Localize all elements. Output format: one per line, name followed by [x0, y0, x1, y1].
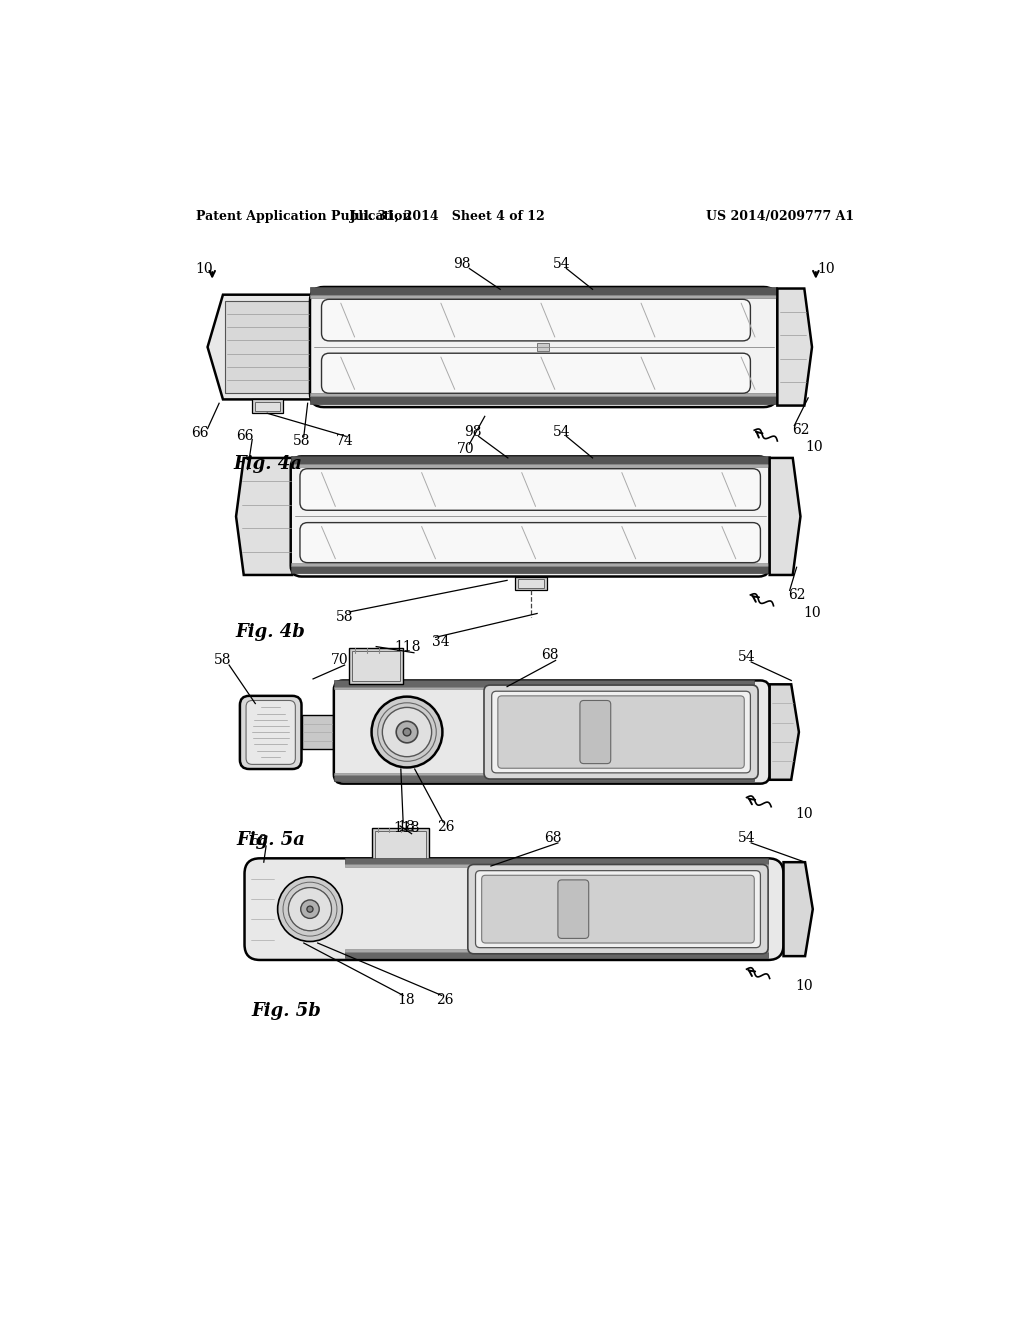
Text: 58: 58 [214, 653, 231, 668]
Bar [345, 858, 768, 865]
Bar [538, 343, 550, 351]
Text: 54: 54 [553, 257, 570, 271]
Bar [345, 865, 768, 867]
Text: 68: 68 [544, 832, 561, 845]
FancyBboxPatch shape [468, 865, 768, 954]
Bar [224, 301, 310, 393]
Circle shape [278, 876, 342, 941]
Bar [375, 830, 426, 859]
Bar [334, 681, 755, 686]
FancyBboxPatch shape [558, 880, 589, 939]
FancyBboxPatch shape [246, 701, 295, 764]
FancyBboxPatch shape [322, 354, 751, 393]
Text: 74: 74 [336, 434, 353, 447]
Text: 10: 10 [803, 606, 821, 619]
Circle shape [403, 729, 411, 737]
Bar [352, 651, 400, 681]
Polygon shape [208, 294, 311, 400]
Circle shape [396, 721, 418, 743]
Text: Fig. 5a: Fig. 5a [237, 830, 305, 849]
FancyBboxPatch shape [291, 457, 770, 577]
Text: 18: 18 [397, 993, 415, 1007]
Bar [345, 952, 768, 958]
Text: 10: 10 [195, 261, 213, 276]
Bar [310, 294, 777, 298]
Text: 26: 26 [436, 993, 454, 1007]
FancyBboxPatch shape [484, 685, 758, 779]
Text: 98: 98 [453, 257, 470, 271]
Text: 62: 62 [787, 587, 805, 602]
Text: 10: 10 [806, 440, 823, 454]
Bar [310, 286, 777, 294]
Text: 62: 62 [792, 424, 809, 437]
Polygon shape [783, 862, 813, 956]
Text: 10: 10 [817, 261, 835, 276]
Text: 18: 18 [397, 820, 415, 834]
Bar [515, 577, 547, 590]
Text: 118: 118 [394, 640, 421, 655]
Text: US 2014/0209777 A1: US 2014/0209777 A1 [707, 210, 854, 223]
FancyBboxPatch shape [322, 300, 751, 341]
Text: 66: 66 [191, 426, 209, 441]
Circle shape [289, 887, 332, 931]
FancyBboxPatch shape [475, 871, 761, 948]
Bar [334, 775, 755, 781]
Bar [310, 393, 777, 396]
FancyBboxPatch shape [310, 286, 777, 407]
Bar [255, 401, 280, 411]
Bar [518, 579, 544, 589]
Circle shape [382, 708, 432, 756]
Text: 26: 26 [437, 820, 455, 834]
Text: Jul. 31, 2014   Sheet 4 of 12: Jul. 31, 2014 Sheet 4 of 12 [350, 210, 546, 223]
Text: 54: 54 [737, 651, 756, 664]
FancyBboxPatch shape [300, 523, 761, 562]
Bar [301, 715, 334, 748]
Text: 54: 54 [737, 832, 756, 845]
Text: Fig. 4b: Fig. 4b [236, 623, 305, 642]
FancyBboxPatch shape [492, 692, 751, 774]
Text: Fig. 4a: Fig. 4a [233, 455, 302, 473]
Circle shape [301, 900, 319, 919]
Text: 68: 68 [542, 648, 559, 663]
Bar [291, 457, 770, 465]
Text: 10: 10 [796, 808, 813, 821]
Text: 10: 10 [796, 979, 813, 993]
Text: Patent Application Publication: Patent Application Publication [196, 210, 412, 223]
FancyBboxPatch shape [498, 696, 744, 768]
Bar [291, 566, 770, 573]
Polygon shape [777, 289, 812, 405]
Text: Fig. 5b: Fig. 5b [251, 1002, 322, 1020]
Bar [291, 562, 770, 566]
Bar [334, 686, 755, 689]
FancyBboxPatch shape [300, 469, 761, 511]
FancyBboxPatch shape [240, 696, 301, 770]
Polygon shape [237, 458, 292, 576]
Bar [334, 774, 755, 775]
Polygon shape [770, 458, 801, 576]
Bar [349, 648, 403, 684]
Text: 98: 98 [465, 425, 482, 438]
FancyBboxPatch shape [245, 858, 783, 960]
Polygon shape [770, 684, 799, 780]
Text: 58: 58 [251, 834, 268, 849]
Text: 118: 118 [393, 821, 420, 836]
Bar [372, 828, 429, 862]
FancyBboxPatch shape [481, 875, 755, 942]
Bar [345, 949, 768, 952]
Circle shape [372, 697, 442, 767]
Text: 58: 58 [336, 610, 353, 623]
Bar [291, 465, 770, 467]
Text: 58: 58 [293, 434, 310, 447]
Text: 34: 34 [432, 635, 450, 649]
FancyBboxPatch shape [580, 701, 610, 763]
Text: 70: 70 [331, 653, 349, 668]
Bar [252, 400, 283, 413]
Text: 54: 54 [553, 425, 570, 438]
FancyBboxPatch shape [334, 681, 770, 784]
Circle shape [307, 906, 313, 912]
Text: 70: 70 [457, 442, 474, 455]
Bar [310, 396, 777, 404]
Text: 66: 66 [236, 429, 253, 442]
